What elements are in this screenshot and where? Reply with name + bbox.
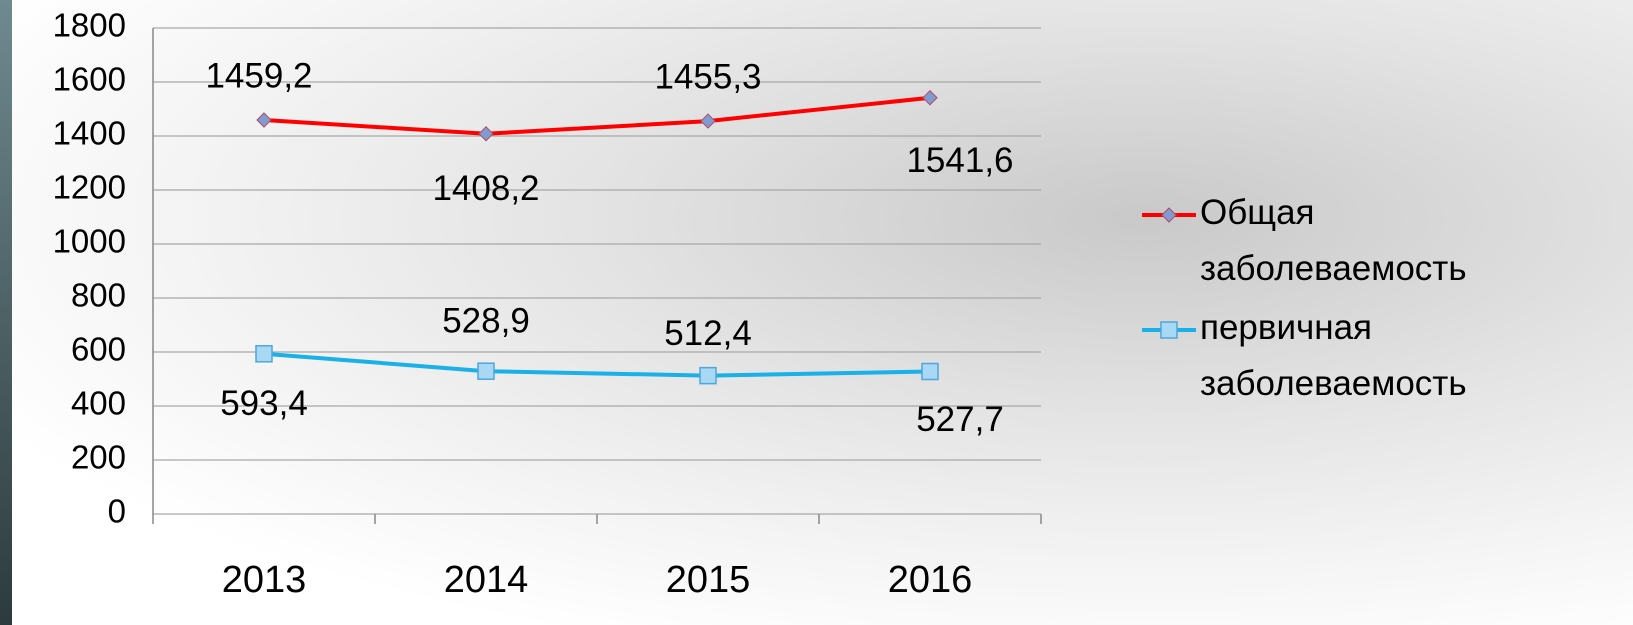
- marker: [256, 112, 272, 128]
- x-tick-label: 2014: [444, 559, 529, 601]
- y-tick-label: 1800: [53, 7, 126, 44]
- x-tick-label: 2015: [666, 559, 751, 601]
- marker: [255, 345, 273, 363]
- data-label: 1408,2: [432, 169, 539, 208]
- marker: [699, 366, 717, 385]
- marker: [1161, 207, 1177, 223]
- y-tick-label: 200: [71, 439, 126, 476]
- data-label: 528,9: [442, 301, 530, 340]
- marker: [921, 362, 939, 381]
- y-tick-label: 400: [71, 385, 126, 422]
- y-tick-label: 0: [108, 493, 126, 530]
- y-tick-label: 1400: [53, 115, 126, 152]
- data-label: 593,4: [220, 384, 308, 423]
- x-tick-label: 2013: [222, 559, 307, 601]
- marker: [477, 362, 495, 380]
- background-strip: [0, 0, 12, 625]
- marker: [1160, 321, 1178, 339]
- y-tick-label: 800: [71, 277, 126, 314]
- y-tick-label: 1200: [53, 169, 126, 206]
- series-line: [263, 95, 931, 136]
- data-label: 527,7: [916, 400, 1004, 439]
- marker: [478, 126, 494, 142]
- data-label: 1459,2: [205, 56, 312, 95]
- legend-label: первичная заболеваемость: [1200, 308, 1467, 403]
- marker: [700, 113, 716, 129]
- data-label: 1541,6: [906, 141, 1013, 180]
- marker: [922, 90, 938, 106]
- data-label: 512,4: [664, 314, 752, 353]
- y-tick-label: 1600: [53, 61, 126, 98]
- data-label: 1455,3: [654, 57, 761, 96]
- y-tick-label: 1000: [53, 223, 126, 260]
- x-tick-label: 2016: [888, 559, 973, 601]
- y-tick-label: 600: [71, 331, 126, 368]
- legend-label: Общая заболеваемость: [1200, 193, 1467, 288]
- series-line: [263, 351, 931, 378]
